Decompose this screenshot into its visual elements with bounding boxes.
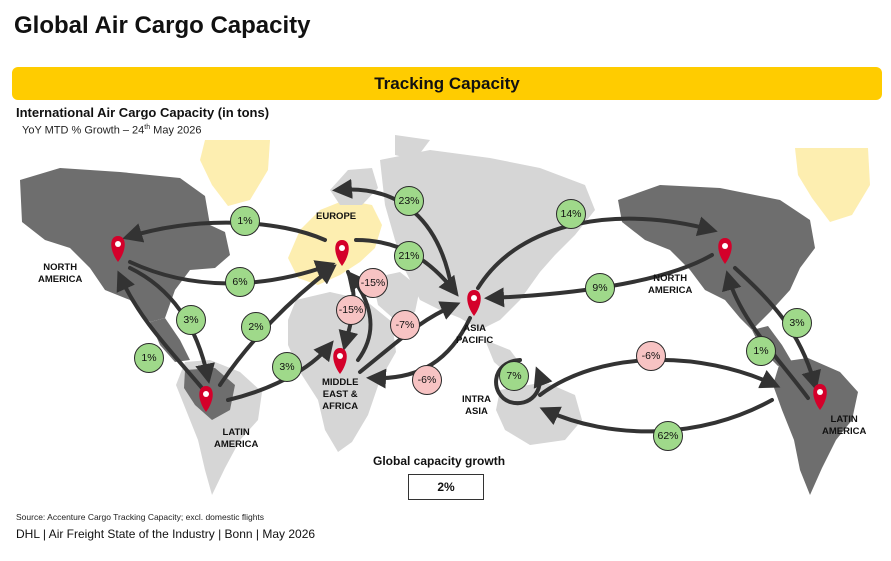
growth-bubble-ap-eu: 23% — [394, 186, 424, 216]
banner-label: Tracking Capacity — [374, 73, 520, 93]
growth-bubble-na-la: 3% — [176, 305, 206, 335]
pin-europe — [335, 240, 349, 266]
growth-bubble-ap-mea: -6% — [412, 365, 442, 395]
growth-bubble-eu-mea: -15% — [358, 268, 388, 298]
global-capacity-value: 2% — [408, 474, 484, 500]
growth-bubble-la-ap: 62% — [653, 421, 683, 451]
pin-asia-pacific — [467, 290, 481, 316]
growth-bubble-eu-ap: 21% — [394, 241, 424, 271]
growth-bubble-la-na: 1% — [134, 343, 164, 373]
growth-bubble-eu-na-back: 6% — [225, 267, 255, 297]
region-latin-america-right: LATIN AMERICA — [822, 414, 867, 437]
growth-bubble-eu-na: 1% — [230, 206, 260, 236]
region-europe: EUROPE — [316, 211, 357, 222]
pin-latin-america-left — [199, 386, 213, 412]
land-left — [20, 135, 595, 495]
region-asia-pacific: ASIA PACIFIC — [456, 323, 494, 346]
section-banner: Tracking Capacity — [12, 67, 882, 100]
global-capacity-label: Global capacity growth — [373, 454, 506, 468]
growth-bubble-na-ap: 9% — [585, 273, 615, 303]
growth-bubble-mea-eu: -15% — [336, 295, 366, 325]
growth-bubble-intra-asia: 7% — [499, 361, 529, 391]
growth-bubble-la-na-right: 1% — [746, 336, 776, 366]
region-north-america-right: NORTH AMERICA — [648, 273, 693, 296]
chart-subtitle: International Air Cargo Capacity (in ton… — [16, 105, 270, 120]
region-intra-asia: INTRA ASIA — [462, 394, 492, 417]
period-end: May 2026 — [150, 124, 202, 137]
pin-north-america-left — [111, 236, 125, 262]
period-text: YoY MTD % Growth – 24 — [22, 124, 145, 137]
growth-bubble-mea-ap: -7% — [390, 310, 420, 340]
location-pins — [111, 236, 827, 412]
growth-bubble-ap-la: -6% — [636, 341, 666, 371]
source-note: Source: Accenture Cargo Tracking Capacit… — [16, 512, 265, 522]
chart-period: YoY MTD % Growth – 24th May 2026 — [22, 124, 202, 137]
region-latin-america-left: LATIN AMERICA — [214, 427, 259, 450]
growth-bubble-na-la-right: 3% — [782, 308, 812, 338]
growth-bubble-ap-na: 14% — [556, 199, 586, 229]
growth-bubble-la-eu: 2% — [241, 312, 271, 342]
pin-middle-east-africa — [333, 348, 347, 374]
period-sup: th — [144, 124, 151, 131]
region-north-america-left: NORTH AMERICA — [38, 262, 83, 285]
pin-latin-america-right — [813, 384, 827, 410]
footer-text: DHL | Air Freight State of the Industry … — [16, 527, 316, 541]
growth-bubble-la-mea: 3% — [272, 352, 302, 382]
region-middle-east-africa: MIDDLE EAST & AFRICA — [322, 377, 359, 412]
page-title: Global Air Cargo Capacity — [14, 12, 311, 39]
pin-north-america-right — [718, 238, 732, 264]
